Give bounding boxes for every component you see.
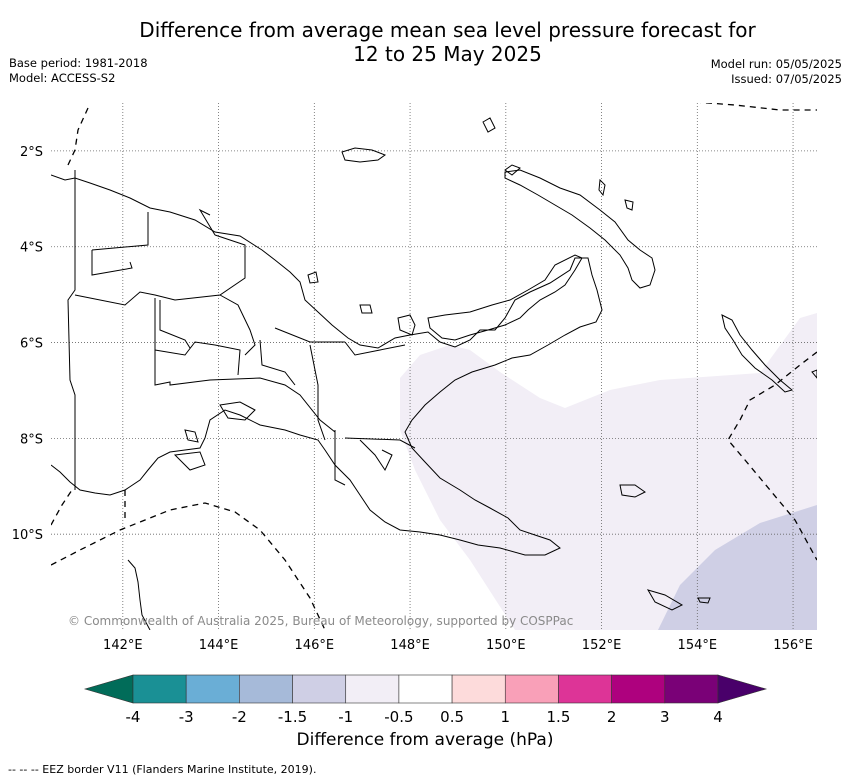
colorbar-over-arrow [717, 674, 768, 704]
colorbar-tick-label: -0.5 [384, 708, 413, 726]
chart-title: Difference from average mean sea level p… [0, 18, 850, 66]
lat-tick-label: 10°S [12, 528, 43, 543]
colorbar-tick-label: 0.5 [440, 708, 464, 726]
coastline-islands [173, 117, 817, 611]
colorbar-tick-label: -4 [126, 708, 141, 726]
colorbar-boxes [83, 674, 768, 704]
lon-tick-label: 152°E [582, 638, 622, 653]
colorbar: -4 -3 -2 -1.5 -1 -0.5 0.5 1 1.5 2 3 4 [83, 674, 768, 726]
coastline-new-ireland [504, 169, 656, 289]
base-period: Base period: 1981-2018 [9, 56, 148, 70]
colorbar-tick-label: -2 [232, 708, 247, 726]
lon-tick-label: 142°E [103, 638, 143, 653]
lon-tick-label: 156°E [773, 638, 813, 653]
colorbar-tick-label: -1 [338, 708, 353, 726]
axis-labels: 142°E 144°E 146°E 148°E 150°E 152°E 154°E 156°E… [12, 145, 813, 653]
lat-tick-label: 8°S [20, 432, 43, 447]
colorbar-tick-label: 1.5 [547, 708, 571, 726]
colorbar-box [345, 674, 400, 704]
colorbar-box [239, 674, 293, 704]
colorbar-tick-label: 3 [660, 708, 670, 726]
colorbar-box [664, 674, 719, 704]
colorbar-tick-label: 1 [500, 708, 510, 726]
anomaly-region-light [400, 313, 817, 630]
lon-tick-label: 150°E [486, 638, 526, 653]
colorbar-label: Difference from average (hPa) [296, 730, 554, 750]
colorbar-box [504, 674, 559, 704]
lon-tick-label: 146°E [295, 638, 335, 653]
coastline-cape-york [127, 559, 151, 630]
title-line-1: Difference from average mean sea level p… [139, 18, 756, 42]
gridlines [51, 103, 817, 630]
model-name: Model: ACCESS-S2 [9, 71, 116, 85]
copyright-notice: © Commonwealth of Australia 2025, Bureau… [68, 614, 574, 628]
colorbar-box [398, 674, 453, 704]
map-area [51, 103, 817, 630]
coastline-bougainville [721, 314, 794, 393]
coastline-manus [341, 147, 387, 163]
coastline-new-britain [427, 254, 583, 341]
lat-tick-label: 6°S [20, 337, 43, 352]
meta-right: Model run: 05/05/2025 Issued: 07/05/2025 [711, 57, 842, 87]
eez-borders [51, 103, 817, 630]
colorbar-under-arrow [83, 674, 134, 704]
model-run: Model run: 05/05/2025 [710, 57, 842, 71]
eez-footnote: -- -- -- EEZ border V11 (Flanders Marine… [8, 763, 317, 776]
lon-tick-label: 144°E [199, 638, 239, 653]
colorbar-box [451, 674, 506, 704]
colorbar-box [292, 674, 347, 704]
title-line-2: 12 to 25 May 2025 [353, 42, 542, 66]
meta-left: Base period: 1981-2018 Model: ACCESS-S2 [9, 56, 148, 86]
colorbar-ticks: -4 -3 -2 -1.5 -1 -0.5 0.5 1 1.5 2 3 4 [126, 708, 723, 726]
colorbar-box [558, 674, 612, 704]
colorbar-tick-label: 4 [713, 708, 723, 726]
lat-tick-label: 2°S [20, 145, 43, 160]
colorbar-box [185, 674, 240, 704]
coastlines [51, 117, 817, 630]
colorbar-box [611, 674, 666, 704]
anomaly-region-dark [658, 505, 817, 630]
colorbar-tick-label: -1.5 [278, 708, 307, 726]
map: 142°E 144°E 146°E 148°E 150°E 152°E 154°E 156°E… [12, 103, 817, 653]
lat-tick-label: 4°S [20, 241, 43, 256]
lon-tick-label: 148°E [390, 638, 430, 653]
colorbar-tick-label: 2 [607, 708, 617, 726]
province-borders [74, 208, 416, 486]
border-141e [67, 170, 76, 490]
issued-date: Issued: 07/05/2025 [731, 72, 842, 86]
colorbar-tick-label: -3 [179, 708, 194, 726]
colorbar-box [132, 674, 187, 704]
coastline-new-guinea [51, 174, 603, 556]
lon-tick-label: 154°E [678, 638, 718, 653]
